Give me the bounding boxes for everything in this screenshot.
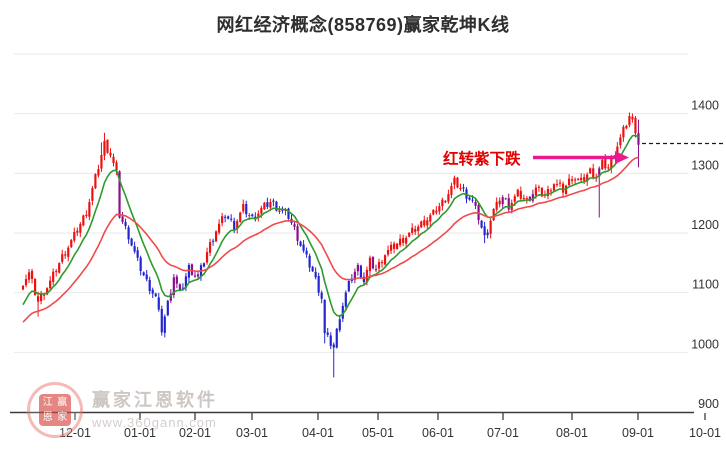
logo-char: 恩 bbox=[42, 411, 53, 423]
x-axis-label: 06-01 bbox=[422, 426, 454, 440]
logo-char: 家 bbox=[57, 411, 68, 423]
x-axis-label: 03-01 bbox=[236, 426, 268, 440]
gridlines bbox=[14, 53, 688, 353]
ma-slow-line bbox=[22, 156, 639, 323]
watermark: 江 赢 恩 家 赢家江恩软件 www.360gann.com bbox=[27, 382, 218, 438]
x-axis-label: 04-01 bbox=[302, 426, 334, 440]
x-axis-label: 08-01 bbox=[556, 426, 588, 440]
signal-annotation: 红转紫下跌 bbox=[443, 149, 629, 168]
annotation-label: 红转紫下跌 bbox=[443, 149, 521, 168]
x-axis-label: 01-01 bbox=[124, 426, 156, 440]
annotation-arrow-head bbox=[615, 151, 629, 164]
y-axis-label: 1100 bbox=[692, 278, 719, 292]
ma-fast-line bbox=[22, 134, 639, 317]
brand-logo-icon: 江 赢 恩 家 bbox=[27, 382, 83, 438]
y-axis-label: 900 bbox=[698, 397, 719, 411]
logo-char: 赢 bbox=[57, 397, 68, 408]
x-axis-label: 07-01 bbox=[487, 426, 519, 440]
logo-char: 江 bbox=[42, 397, 53, 408]
y-axis-label: 1200 bbox=[691, 218, 719, 232]
chart-title: 网红经济概念(858769)赢家乾坤K线 bbox=[216, 15, 510, 35]
y-axis-label: 1000 bbox=[691, 337, 719, 351]
x-axis-label: 10-01 bbox=[689, 426, 721, 440]
axis-ticks bbox=[74, 413, 706, 420]
x-axis-label: 05-01 bbox=[362, 426, 394, 440]
brand-logo-square: 江 赢 恩 家 bbox=[39, 394, 71, 426]
candlestick-series bbox=[21, 112, 640, 378]
watermark-url-text: www.360gann.com bbox=[92, 415, 217, 430]
y-axis-label: 1400 bbox=[691, 99, 719, 113]
watermark-brand-text: 赢家江恩软件 bbox=[92, 390, 218, 410]
y-axis-labels: 900 1000 1100 1200 1300 1400 bbox=[691, 99, 719, 411]
y-axis-label: 1300 bbox=[691, 158, 719, 172]
x-axis-label: 09-01 bbox=[622, 426, 654, 440]
x-axis-label: 02-01 bbox=[179, 426, 211, 440]
